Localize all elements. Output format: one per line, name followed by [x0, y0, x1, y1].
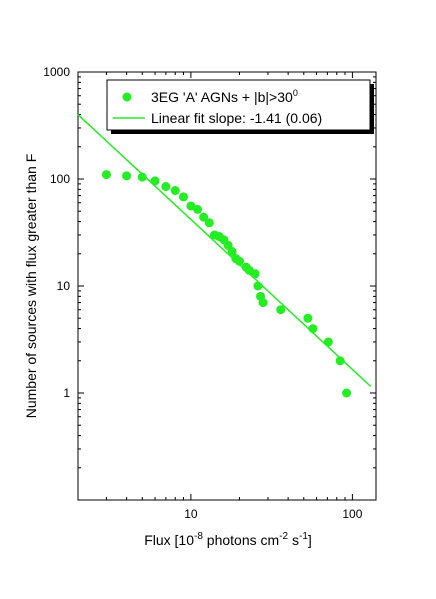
data-point — [193, 204, 203, 214]
x-axis-label-exp-2: -2 — [279, 531, 288, 542]
data-point — [323, 337, 333, 347]
x-axis-label-part-1: Flux [10 — [144, 532, 194, 548]
data-point — [178, 192, 188, 202]
x-axis-label-exp-3: -1 — [299, 531, 308, 542]
tick-marks: 10 100 1 10 100 1000 — [43, 65, 376, 521]
data-point — [137, 172, 147, 182]
y-tick-label: 100 — [50, 172, 70, 186]
y-axis-label: Number of sources with flux greater than… — [23, 154, 39, 419]
y-tick-label: 10 — [57, 279, 71, 293]
legend-label-fit: Linear fit slope: -1.41 (0.06) — [151, 110, 322, 126]
plot-frame — [77, 71, 377, 501]
data-point — [199, 212, 209, 222]
x-tick-label: 100 — [342, 507, 362, 521]
legend-label-points-sup: 0 — [293, 88, 298, 98]
data-points-layer — [101, 170, 352, 398]
data-point — [308, 324, 318, 334]
data-point — [227, 247, 237, 257]
x-axis-label-part-4: ] — [308, 532, 312, 548]
fit-line-layer — [77, 114, 372, 388]
legend: 3EG 'A' AGNs + |b|>300 Linear fit slope: … — [106, 79, 374, 134]
data-point — [170, 186, 180, 196]
data-point — [258, 298, 268, 308]
x-tick-label: 10 — [184, 507, 198, 521]
y-tick-label: 1000 — [43, 65, 70, 79]
legend-label-points-text: 3EG 'A' AGNs + |b|>30 — [151, 89, 293, 105]
linear-fit-line — [77, 114, 372, 388]
data-point — [204, 218, 214, 228]
y-tick-label: 1 — [63, 386, 70, 400]
x-axis-label: Flux [10-8 photons cm-2 s-1] — [144, 531, 312, 548]
data-point — [150, 176, 160, 186]
data-point — [161, 182, 171, 192]
legend-label-points: 3EG 'A' AGNs + |b|>300 — [151, 88, 298, 105]
legend-box — [106, 79, 371, 131]
data-point — [250, 269, 260, 279]
data-point — [186, 201, 196, 211]
data-point — [122, 171, 132, 181]
x-axis-label-part-2: photons cm — [203, 532, 279, 548]
x-axis-label-part-3: s — [288, 532, 299, 548]
data-point — [303, 313, 313, 323]
data-point — [276, 305, 286, 315]
legend-marker-circle — [122, 92, 132, 102]
data-point — [235, 256, 245, 266]
data-point — [253, 281, 263, 291]
data-point — [342, 388, 352, 398]
x-axis-label-exp-1: -8 — [194, 531, 203, 542]
data-point — [101, 170, 111, 180]
data-point — [335, 356, 345, 366]
